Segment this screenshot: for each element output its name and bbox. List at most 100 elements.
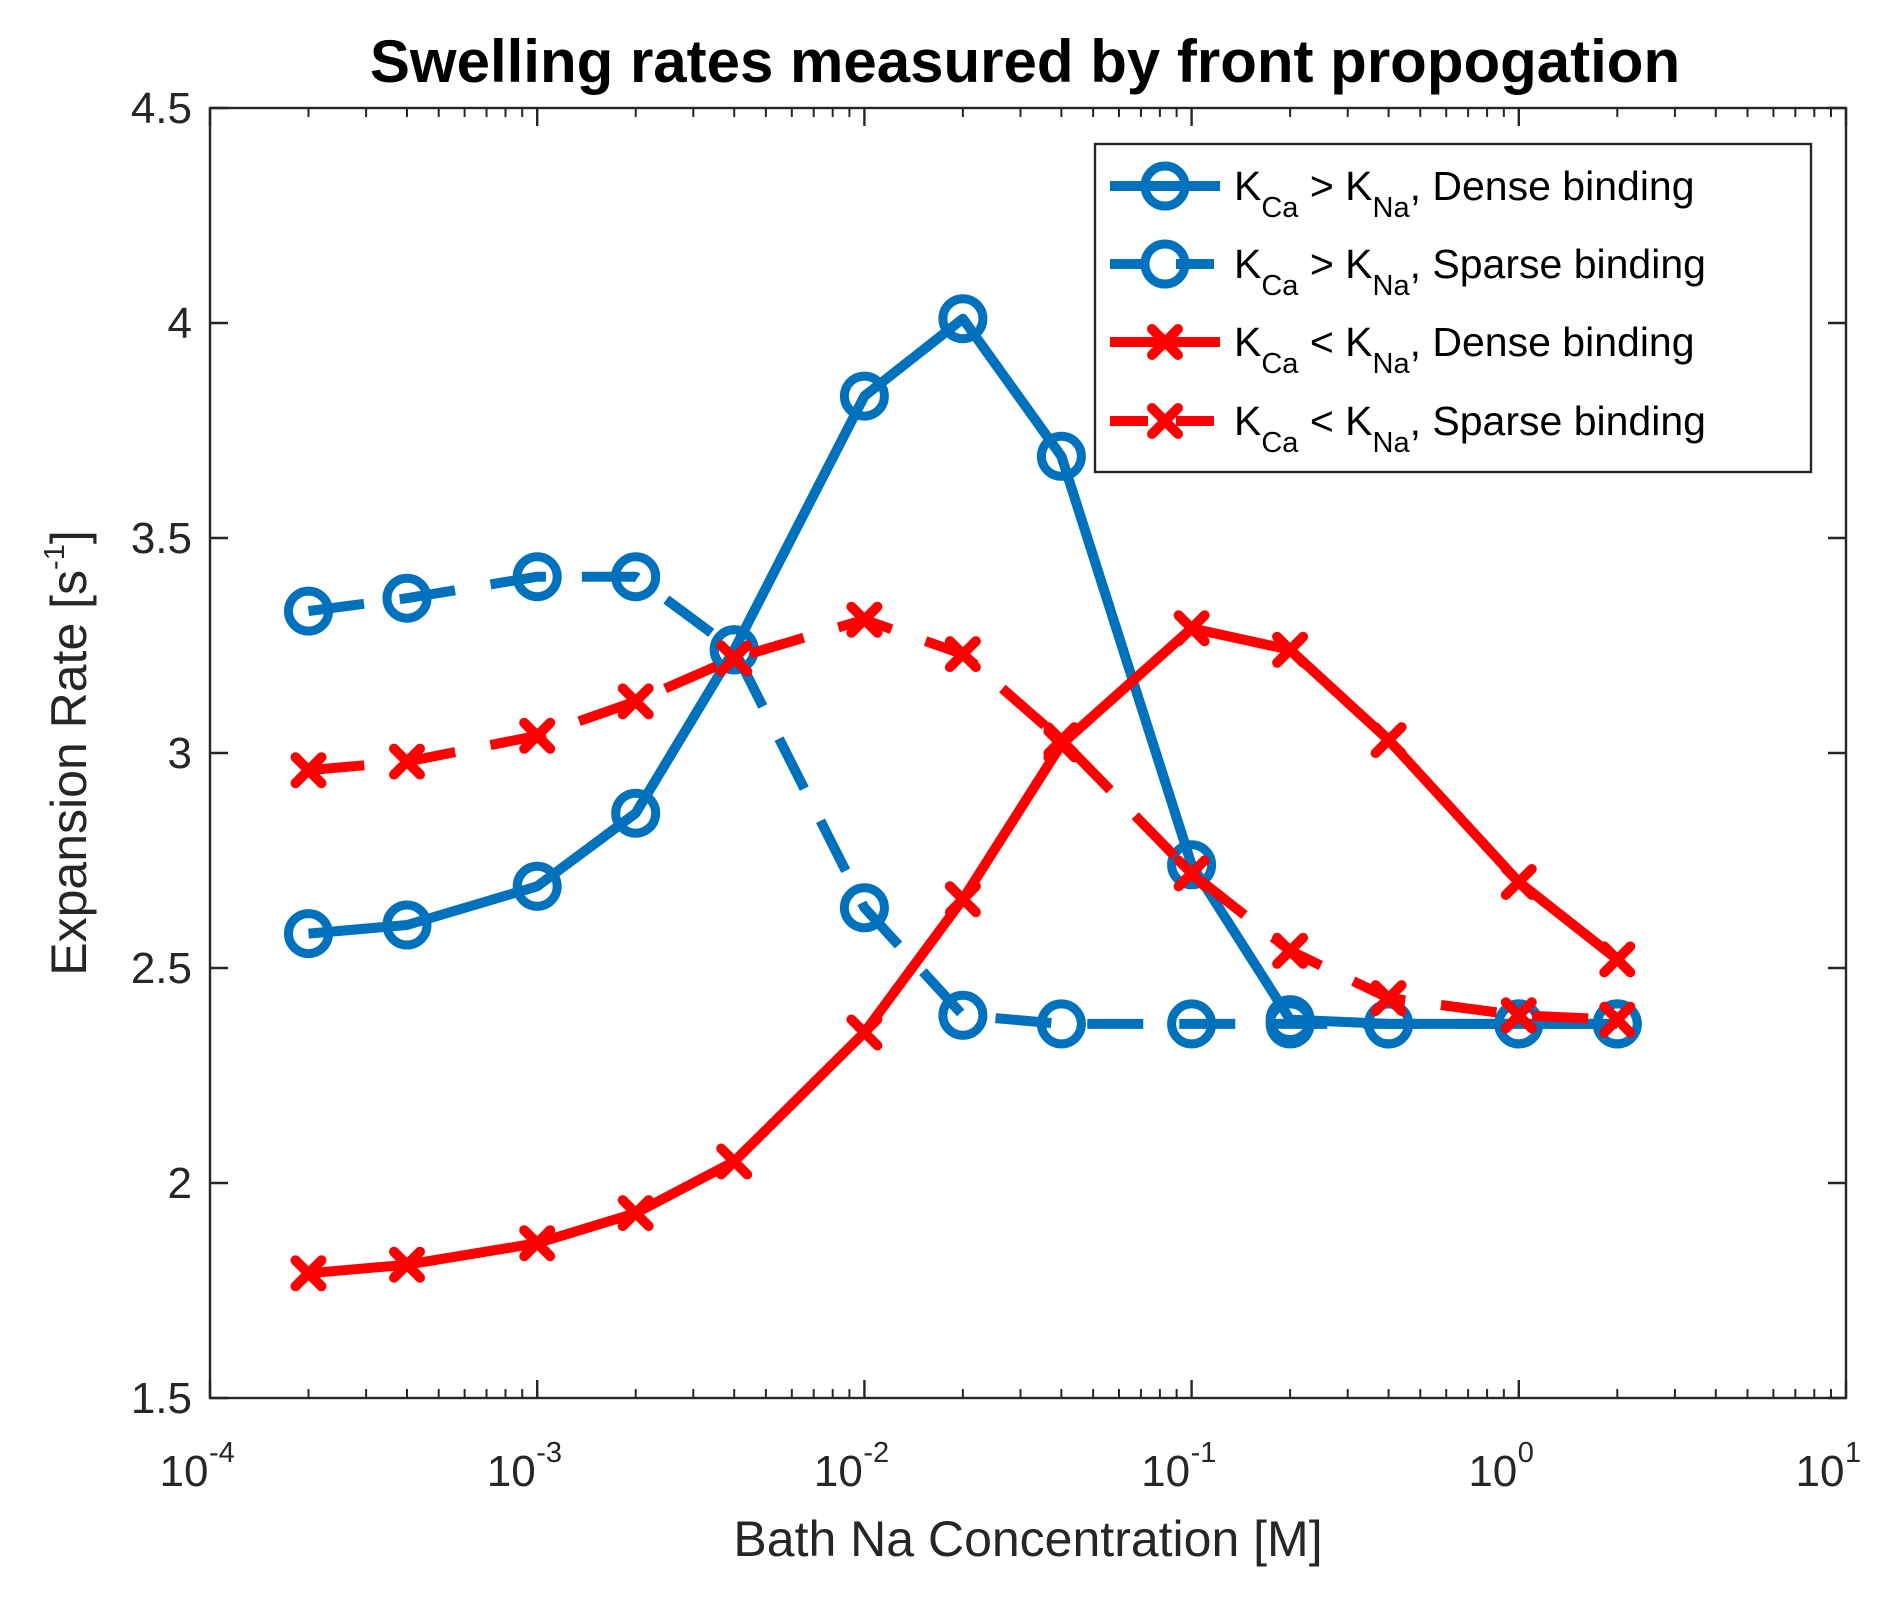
y-axis-label-sup: -1	[39, 544, 71, 570]
x-tick-exponent: -3	[536, 1437, 562, 1469]
data-point	[290, 752, 327, 789]
x-marker-stroke	[617, 1195, 654, 1232]
data-point	[846, 601, 883, 638]
y-axis-label-text: Expansion Rate [s	[41, 570, 97, 976]
x-tick-label: 10	[487, 1447, 536, 1496]
data-point	[388, 743, 425, 780]
data-point	[1500, 864, 1537, 900]
x-tick-label: 10	[814, 1447, 863, 1496]
x-marker-stroke	[846, 601, 883, 638]
data-point	[1500, 997, 1537, 1034]
x-axis-label: Bath Na Concentration [M]	[733, 1511, 1322, 1567]
data-point	[617, 683, 654, 720]
y-tick-label: 1.5	[131, 1374, 192, 1423]
legend-label-3: KCa < KNa, Dense binding	[1234, 319, 1695, 380]
x-tick-exponent: -4	[209, 1437, 235, 1469]
x-marker-stroke	[716, 1143, 753, 1180]
data-point	[1173, 610, 1210, 647]
x-tick-label: 10	[1468, 1447, 1517, 1496]
x-marker-stroke	[1173, 855, 1210, 892]
legend-box	[1093, 142, 1813, 474]
legend-text-part: Na	[1373, 192, 1411, 224]
legend-text-part: <	[1298, 398, 1345, 444]
data-point	[846, 1014, 883, 1051]
series-line-2	[307, 571, 1618, 1029]
x-marker-stroke	[944, 636, 981, 673]
data-point	[382, 900, 432, 950]
legend-text-part: K	[1345, 398, 1372, 444]
x-tick-exponent: 0	[1518, 1437, 1534, 1469]
y-tick-label: 3	[168, 729, 192, 778]
y-tick-label: 3.5	[131, 514, 192, 563]
data-point	[716, 640, 753, 677]
legend-text-part: >	[1298, 163, 1345, 209]
x-tick-exponent: 1	[1845, 1437, 1861, 1469]
legend-text-part: K	[1345, 241, 1372, 287]
legend-text-part: K	[1234, 241, 1261, 287]
legend-marker-4	[1147, 403, 1183, 439]
data-point	[290, 1255, 327, 1292]
x-marker-stroke	[519, 1225, 556, 1262]
legend-text-part: , Dense binding	[1410, 163, 1695, 209]
x-marker-stroke	[1173, 610, 1210, 647]
x-marker-stroke	[716, 640, 753, 677]
legend-text-part: K	[1345, 163, 1372, 209]
x-marker-stroke	[617, 683, 654, 720]
x-marker-stroke	[1599, 1001, 1636, 1038]
data-point	[1167, 840, 1217, 890]
x-marker-stroke	[1043, 722, 1080, 759]
legend-text-part: Ca	[1261, 270, 1299, 302]
data-point	[617, 1195, 654, 1232]
x-marker-stroke	[1599, 941, 1636, 978]
data-point	[839, 371, 889, 421]
x-marker-stroke	[290, 1255, 327, 1292]
legend-text-part: K	[1345, 319, 1372, 365]
legend-text-part: K	[1234, 398, 1261, 444]
data-point	[1370, 980, 1407, 1017]
x-tick-label: 10	[1141, 1447, 1190, 1496]
x-tick-label: 10	[1796, 1447, 1845, 1496]
data-point	[944, 881, 981, 918]
x-marker-stroke	[1272, 631, 1309, 668]
data-point	[1592, 999, 1642, 1049]
legend-text-part: Na	[1373, 270, 1411, 302]
data-point	[1494, 999, 1544, 1049]
legend-text-part: K	[1234, 163, 1261, 209]
legend-label-4: KCa < KNa, Sparse binding	[1234, 398, 1706, 459]
data-point	[283, 586, 333, 636]
legend-label-1: KCa > KNa, Dense binding	[1234, 163, 1695, 224]
data-point	[944, 636, 981, 673]
legend-text-part: Ca	[1261, 427, 1299, 459]
y-tick-label: 4	[168, 299, 192, 348]
data-point	[611, 552, 661, 602]
data-point	[1272, 631, 1309, 668]
data-point	[1167, 999, 1217, 1049]
y-axis-label: Expansion Rate [s-1]	[39, 530, 97, 976]
x-tick-label: 10	[160, 1447, 209, 1496]
x-tick-exponent: -1	[1191, 1437, 1217, 1469]
legend-text-part: Na	[1373, 427, 1411, 459]
plot-area	[283, 294, 1642, 1292]
x-marker-stroke	[1500, 864, 1537, 900]
x-marker-stroke	[1147, 324, 1183, 360]
x-marker-stroke	[1370, 722, 1407, 759]
series-line-3	[308, 623, 1621, 1279]
data-point	[611, 788, 661, 838]
data-point	[716, 1143, 753, 1180]
chart-title: Swelling rates measured by front propoga…	[370, 28, 1680, 95]
legend-text-part: , Dense binding	[1410, 319, 1695, 365]
data-point	[382, 573, 432, 623]
x-marker-stroke	[388, 743, 425, 780]
axes: 10 -4 10 -3 10 -2 10 -1 10 0 10 11.522.533.544.5	[131, 84, 1861, 1496]
data-point	[1036, 999, 1086, 1049]
legend-text-part: <	[1298, 319, 1345, 365]
series-line-4	[308, 614, 1618, 1025]
y-tick-label: 4.5	[131, 84, 192, 133]
x-marker-stroke	[519, 717, 556, 754]
data-point	[512, 861, 562, 911]
data-point	[1173, 855, 1210, 892]
data-point	[512, 552, 562, 602]
x-marker-stroke	[290, 752, 327, 789]
